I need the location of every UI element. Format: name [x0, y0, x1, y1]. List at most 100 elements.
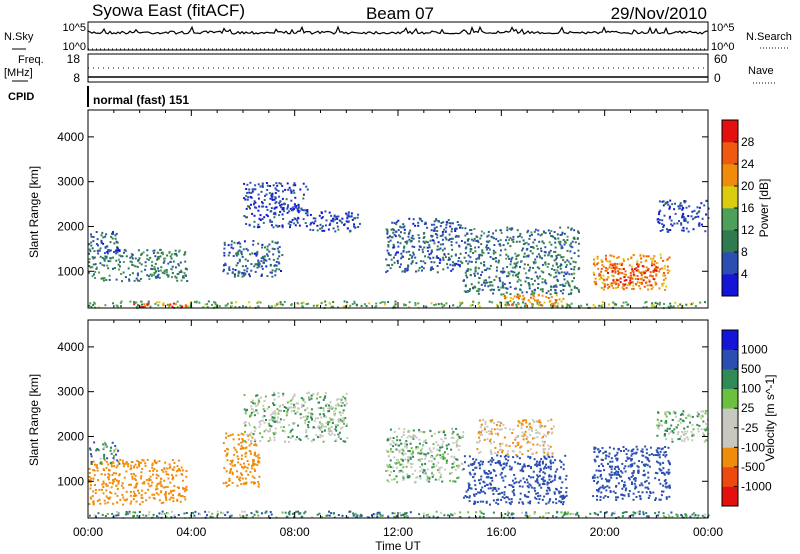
heatmap-cell [165, 498, 168, 501]
heatmap-cell [557, 253, 560, 256]
heatmap-cell [635, 269, 638, 272]
heatmap-cell [107, 478, 110, 481]
heatmap-cell [703, 440, 706, 443]
heatmap-cell [320, 422, 323, 425]
heatmap-cell [505, 454, 508, 457]
heatmap-cell [222, 270, 225, 273]
heatmap-cell [318, 512, 321, 515]
heatmap-cell [125, 461, 128, 464]
heatmap-cell [601, 260, 604, 263]
heatmap-cell [547, 512, 550, 514]
heatmap-cell [154, 268, 157, 271]
heatmap-cell [602, 465, 604, 467]
heatmap-cell [103, 259, 106, 262]
heatmap-cell [656, 418, 659, 421]
heatmap-cell [104, 502, 107, 505]
heatmap-cell [632, 287, 635, 290]
heatmap-cell [307, 426, 310, 429]
heatmap-cell [223, 254, 226, 257]
heatmap-cell [559, 263, 562, 266]
heatmap-cell [228, 266, 231, 269]
heatmap-cell [419, 260, 422, 263]
heatmap-cell [259, 214, 262, 217]
heatmap-cell [238, 241, 240, 244]
heatmap-cell [518, 501, 521, 504]
heatmap-cell [503, 295, 506, 297]
heatmap-cell [703, 204, 706, 207]
heatmap-cell [432, 268, 435, 270]
heatmap-cell [523, 267, 526, 270]
heatmap-cell [248, 450, 251, 452]
heatmap-cell [504, 513, 507, 515]
heatmap-cell [244, 430, 246, 433]
heatmap-cell [388, 474, 391, 477]
heatmap-cell [448, 222, 451, 225]
heatmap-cell [225, 304, 228, 307]
heatmap-cell [400, 458, 403, 461]
heatmap-cell [624, 270, 627, 273]
heatmap-cell [152, 252, 155, 255]
heatmap-cell [554, 289, 557, 292]
heatmap-cell [307, 421, 310, 424]
heatmap-cell [337, 398, 340, 401]
heatmap-cell [452, 436, 455, 439]
heatmap-cell [618, 268, 621, 270]
heatmap-cell [145, 499, 148, 502]
heatmap-cell [432, 515, 435, 518]
heatmap-cell [157, 267, 159, 270]
heatmap-cell [536, 464, 539, 467]
heatmap-cell [302, 209, 305, 212]
heatmap-cell [141, 501, 144, 503]
heatmap-cell [571, 280, 574, 283]
heatmap-cell [253, 220, 256, 223]
heatmap-cell [252, 458, 255, 461]
heatmap-cell [267, 422, 270, 425]
heatmap-cell [389, 466, 392, 468]
heatmap-cell [405, 251, 408, 254]
heatmap-cell [436, 265, 439, 267]
heatmap-cell [701, 514, 704, 517]
heatmap-cell [531, 290, 534, 293]
heatmap-cell [290, 399, 293, 402]
heatmap-cell [571, 240, 574, 243]
heatmap-cell [515, 305, 518, 308]
heatmap-cell [274, 270, 277, 273]
heatmap-cell [158, 460, 161, 463]
heatmap-cell [387, 438, 389, 441]
heatmap-cell [672, 411, 675, 414]
heatmap-cell [338, 219, 341, 222]
heatmap-cell [473, 228, 476, 230]
heatmap-cell [150, 267, 153, 270]
heatmap-cell [270, 271, 273, 274]
heatmap-cell [242, 467, 245, 470]
heatmap-cell [650, 453, 653, 456]
heatmap-cell [103, 469, 106, 472]
heatmap-cell [555, 275, 558, 278]
heatmap-cell [498, 288, 501, 291]
heatmap-cell [652, 286, 655, 289]
heatmap-cell [98, 249, 101, 252]
heatmap-cell [426, 246, 429, 249]
y-tick-label: 1000 [57, 264, 84, 278]
heatmap-cell [515, 303, 518, 306]
heatmap-cell [437, 478, 440, 481]
heatmap-cell [597, 262, 600, 265]
heatmap-cell [421, 220, 424, 223]
heatmap-cell [180, 271, 183, 273]
heatmap-cell [623, 279, 626, 282]
heatmap-cell [472, 462, 475, 465]
heatmap-cell [540, 458, 543, 460]
heatmap-cell [95, 266, 98, 269]
heatmap-cell [116, 464, 119, 467]
heatmap-cell [597, 513, 599, 516]
heatmap-cell [258, 265, 261, 268]
heatmap-cell [93, 469, 96, 472]
heatmap-cell [537, 233, 540, 236]
heatmap-cell [486, 267, 489, 270]
heatmap-cell [447, 259, 450, 261]
heatmap-cell [409, 436, 412, 439]
heatmap-cell [510, 258, 513, 261]
heatmap-cell [131, 261, 134, 264]
heatmap-cell [337, 433, 340, 436]
heatmap-cell [690, 302, 693, 305]
